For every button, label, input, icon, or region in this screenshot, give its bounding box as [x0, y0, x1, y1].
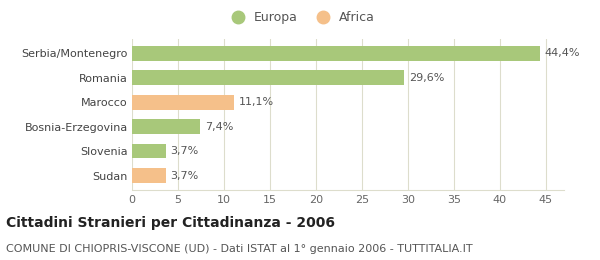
Bar: [132, 144, 166, 158]
Bar: [132, 95, 234, 109]
Text: COMUNE DI CHIOPRIS-VISCONE (UD) - Dati ISTAT al 1° gennaio 2006 - TUTTITALIA.IT: COMUNE DI CHIOPRIS-VISCONE (UD) - Dati I…: [6, 244, 473, 254]
Bar: [132, 46, 540, 61]
Bar: [132, 119, 200, 134]
Bar: [132, 70, 404, 85]
Text: 7,4%: 7,4%: [205, 122, 233, 132]
Text: 3,7%: 3,7%: [170, 171, 199, 181]
Text: Cittadini Stranieri per Cittadinanza - 2006: Cittadini Stranieri per Cittadinanza - 2…: [6, 216, 335, 230]
Legend: Europa, Africa: Europa, Africa: [220, 6, 380, 29]
Text: 29,6%: 29,6%: [409, 73, 444, 83]
Text: 44,4%: 44,4%: [545, 48, 580, 58]
Bar: [132, 168, 166, 183]
Text: 11,1%: 11,1%: [239, 97, 274, 107]
Text: 3,7%: 3,7%: [170, 146, 199, 156]
